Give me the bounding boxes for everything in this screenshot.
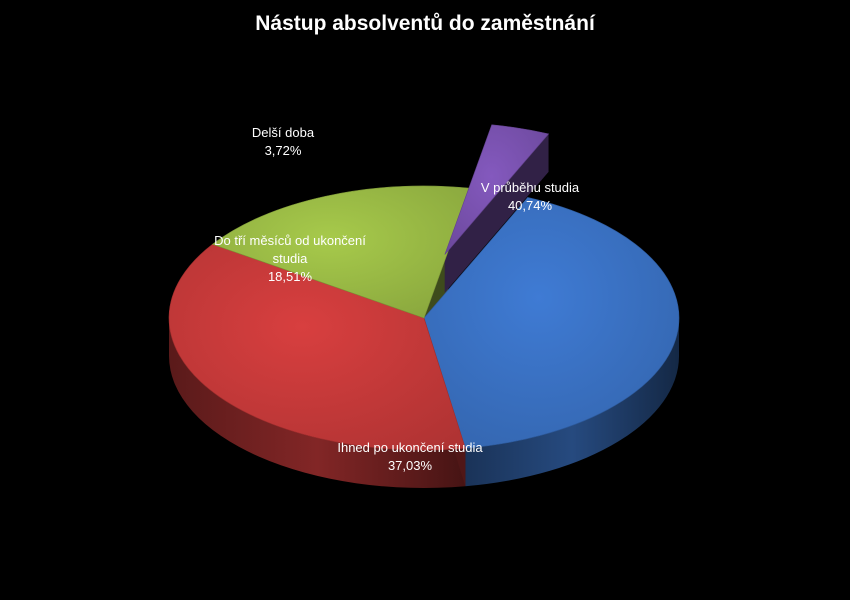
pie-slice-top-3 xyxy=(444,124,550,255)
chart-title: Nástup absolventů do zaměstnání xyxy=(255,12,595,35)
slice-label-2: Do tří měsíců od ukončení studia 18,51% xyxy=(214,233,366,284)
pie-slice-wall-1 xyxy=(169,318,466,488)
pie-slice-cut-3-1 xyxy=(444,133,549,293)
slice-label-0: V průběhu studia 40,74% xyxy=(481,180,580,213)
slice-label-3: Delší doba 3,72% xyxy=(252,125,315,158)
pie-slice-top-0 xyxy=(423,197,680,449)
pie-slice-wall-0 xyxy=(465,318,679,487)
pie-slice-top-2 xyxy=(211,185,472,319)
pie-slice-top-1 xyxy=(168,243,466,451)
slice-label-1: Ihned po ukončení studia 37,03% xyxy=(337,440,483,473)
